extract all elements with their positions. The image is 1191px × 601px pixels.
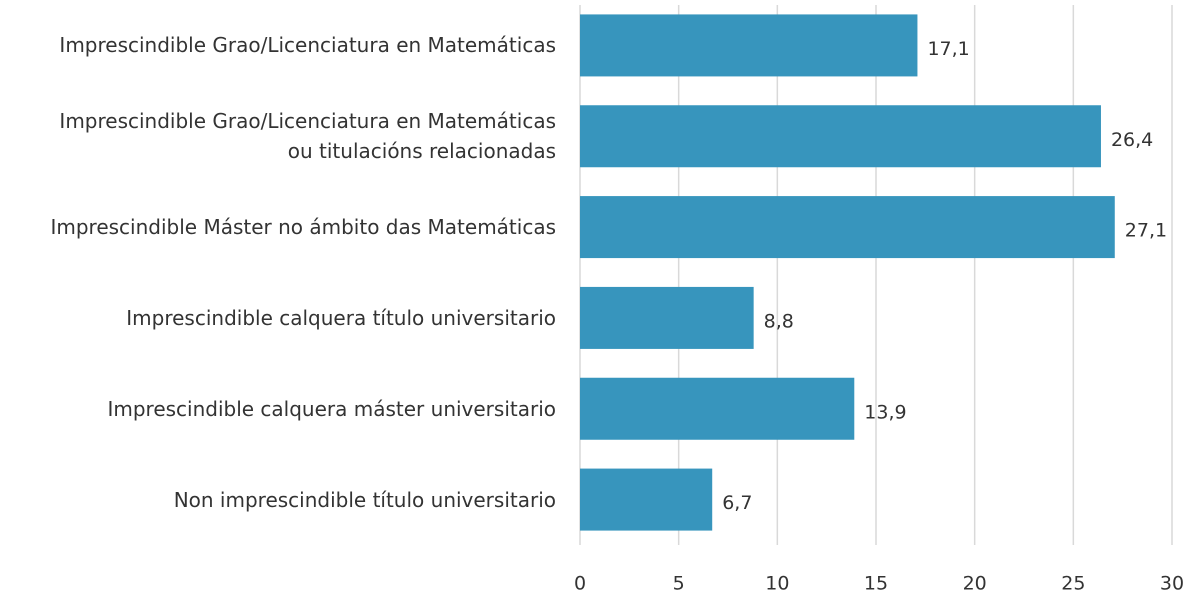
bar (580, 377, 855, 440)
y-tick-label: Imprescindible Máster no ámbito das Mate… (50, 215, 556, 240)
value-label: 13,9 (864, 401, 906, 423)
bar (580, 468, 713, 531)
bar (580, 14, 918, 77)
y-tick-label: Imprescindible calquera máster universit… (107, 396, 556, 421)
y-tick-label: Imprescindible Grao/Licenciatura en Mate… (59, 109, 556, 164)
value-label: 26,4 (1111, 129, 1153, 151)
bar (580, 196, 1115, 259)
x-tick-label: 30 (1160, 573, 1184, 595)
x-tick-label: 5 (673, 573, 685, 595)
y-tick-label: Imprescindible Grao/Licenciatura en Mate… (59, 33, 556, 58)
x-tick-label: 25 (1061, 573, 1085, 595)
x-tick-label: 10 (765, 573, 789, 595)
value-label: 6,7 (722, 492, 752, 514)
value-label: 27,1 (1125, 220, 1167, 242)
bar (580, 105, 1101, 168)
x-tick-label: 0 (574, 573, 586, 595)
value-label: 8,8 (764, 310, 794, 332)
value-label: 17,1 (927, 38, 969, 60)
y-tick-label: Imprescindible calquera título universit… (126, 305, 556, 330)
y-tick-label: Non imprescindible título universitario (173, 487, 556, 512)
x-tick-label: 20 (963, 573, 987, 595)
bar (580, 286, 754, 349)
x-tick-label: 15 (864, 573, 888, 595)
